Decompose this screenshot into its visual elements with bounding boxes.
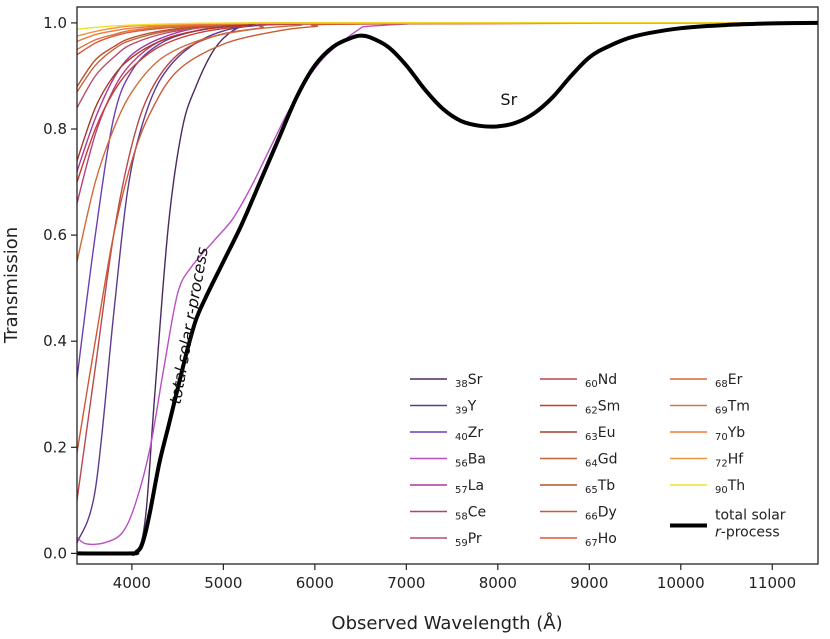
legend-label: 60Nd	[585, 372, 617, 390]
annotation-sr: Sr	[500, 90, 517, 109]
y-tick-label: 0.2	[43, 438, 67, 456]
y-axis: 0.0 0.2 0.4 0.6 0.8 1.0	[43, 14, 77, 562]
series-line-er	[77, 22, 818, 263]
legend-item-yb: 70Yb	[670, 425, 745, 443]
annotation-total-solar-r-process: total solar r-process	[166, 246, 212, 406]
legend-item-ba: 56Ba	[410, 452, 486, 470]
legend-item-y: 39Y	[410, 399, 477, 417]
x-tick-label: 9000	[570, 574, 608, 592]
x-tick-label: 8000	[479, 574, 517, 592]
legend-label: 68Er	[715, 372, 743, 390]
legend-label: 59Pr	[455, 531, 482, 549]
legend-item-tb: 65Tb	[540, 478, 615, 496]
y-axis-label: Transmission	[1, 227, 22, 344]
legend-label: 39Y	[455, 399, 477, 417]
legend-label: 56Ba	[455, 452, 486, 470]
legend-label: 38Sr	[455, 372, 483, 390]
legend-label: 66Dy	[585, 505, 617, 523]
legend-item-la: 57La	[410, 478, 484, 496]
legend-item-sm: 62Sm	[540, 399, 620, 417]
legend-item-er: 68Er	[670, 372, 743, 390]
series-line-nd	[77, 22, 818, 501]
legend-item-gd: 64Gd	[540, 452, 617, 470]
legend-label: 57La	[455, 478, 484, 496]
annotations: Sr total solar r-process	[166, 90, 518, 405]
legend-label: 40Zr	[455, 425, 483, 443]
legend-item-zr: 40Zr	[410, 425, 483, 443]
y-tick-label: 0.8	[43, 120, 67, 138]
series-line-total-solar-r-process	[77, 20, 818, 556]
legend-label: 67Ho	[585, 531, 617, 549]
x-tick-label: 6000	[296, 574, 334, 592]
legend-label: 65Tb	[585, 478, 615, 496]
legend-item-sr: 38Sr	[410, 372, 483, 390]
legend-label: 69Tm	[715, 399, 750, 417]
series-line-ba	[77, 22, 818, 546]
x-axis: 4000 5000 6000 7000 8000 9000 10000 11000	[113, 564, 796, 592]
legend-item-tm: 69Tm	[670, 399, 750, 417]
x-tick-label: 4000	[113, 574, 151, 592]
x-tick-label: 11000	[748, 574, 796, 592]
y-tick-label: 1.0	[43, 14, 67, 32]
legend-item-hf: 72Hf	[670, 452, 744, 470]
legend-label: 58Ce	[455, 505, 486, 523]
series-line-eu	[77, 22, 818, 162]
legend-item-dy: 66Dy	[540, 505, 617, 523]
x-axis-label: Observed Wavelength (Å)	[331, 612, 562, 634]
x-tick-label: 7000	[387, 574, 425, 592]
series-line-dy	[77, 22, 818, 454]
legend: 38Sr 39Y 40Zr 56Ba 57La 58Ce 59Pr 60Nd 62Sm 63Eu 6…	[410, 372, 786, 549]
legend-label: 90Th	[715, 478, 745, 496]
legend-item-pr: 59Pr	[410, 531, 482, 549]
x-tick-label: 10000	[657, 574, 705, 592]
y-tick-label: 0.6	[43, 226, 67, 244]
series-line-th	[77, 22, 818, 30]
plot-frame	[76, 6, 819, 565]
legend-item-nd: 60Nd	[540, 372, 617, 390]
legend-item-eu: 63Eu	[540, 425, 615, 443]
legend-item-ho: 67Ho	[540, 531, 617, 549]
y-tick-label: 0.0	[43, 544, 67, 562]
legend-label: 64Gd	[585, 452, 617, 470]
legend-label-line2: r-process	[715, 525, 780, 541]
x-tick-label: 5000	[204, 574, 242, 592]
y-tick-label: 0.4	[43, 332, 67, 350]
legend-label: 63Eu	[585, 425, 615, 443]
legend-label: 70Yb	[715, 425, 745, 443]
legend-label: 72Hf	[715, 452, 744, 470]
legend-item-ce: 58Ce	[410, 505, 486, 523]
legend-label: total solar	[715, 508, 786, 524]
legend-item-th: 90Th	[670, 478, 745, 496]
legend-label: 62Sm	[585, 399, 620, 417]
series-layer	[77, 20, 818, 557]
